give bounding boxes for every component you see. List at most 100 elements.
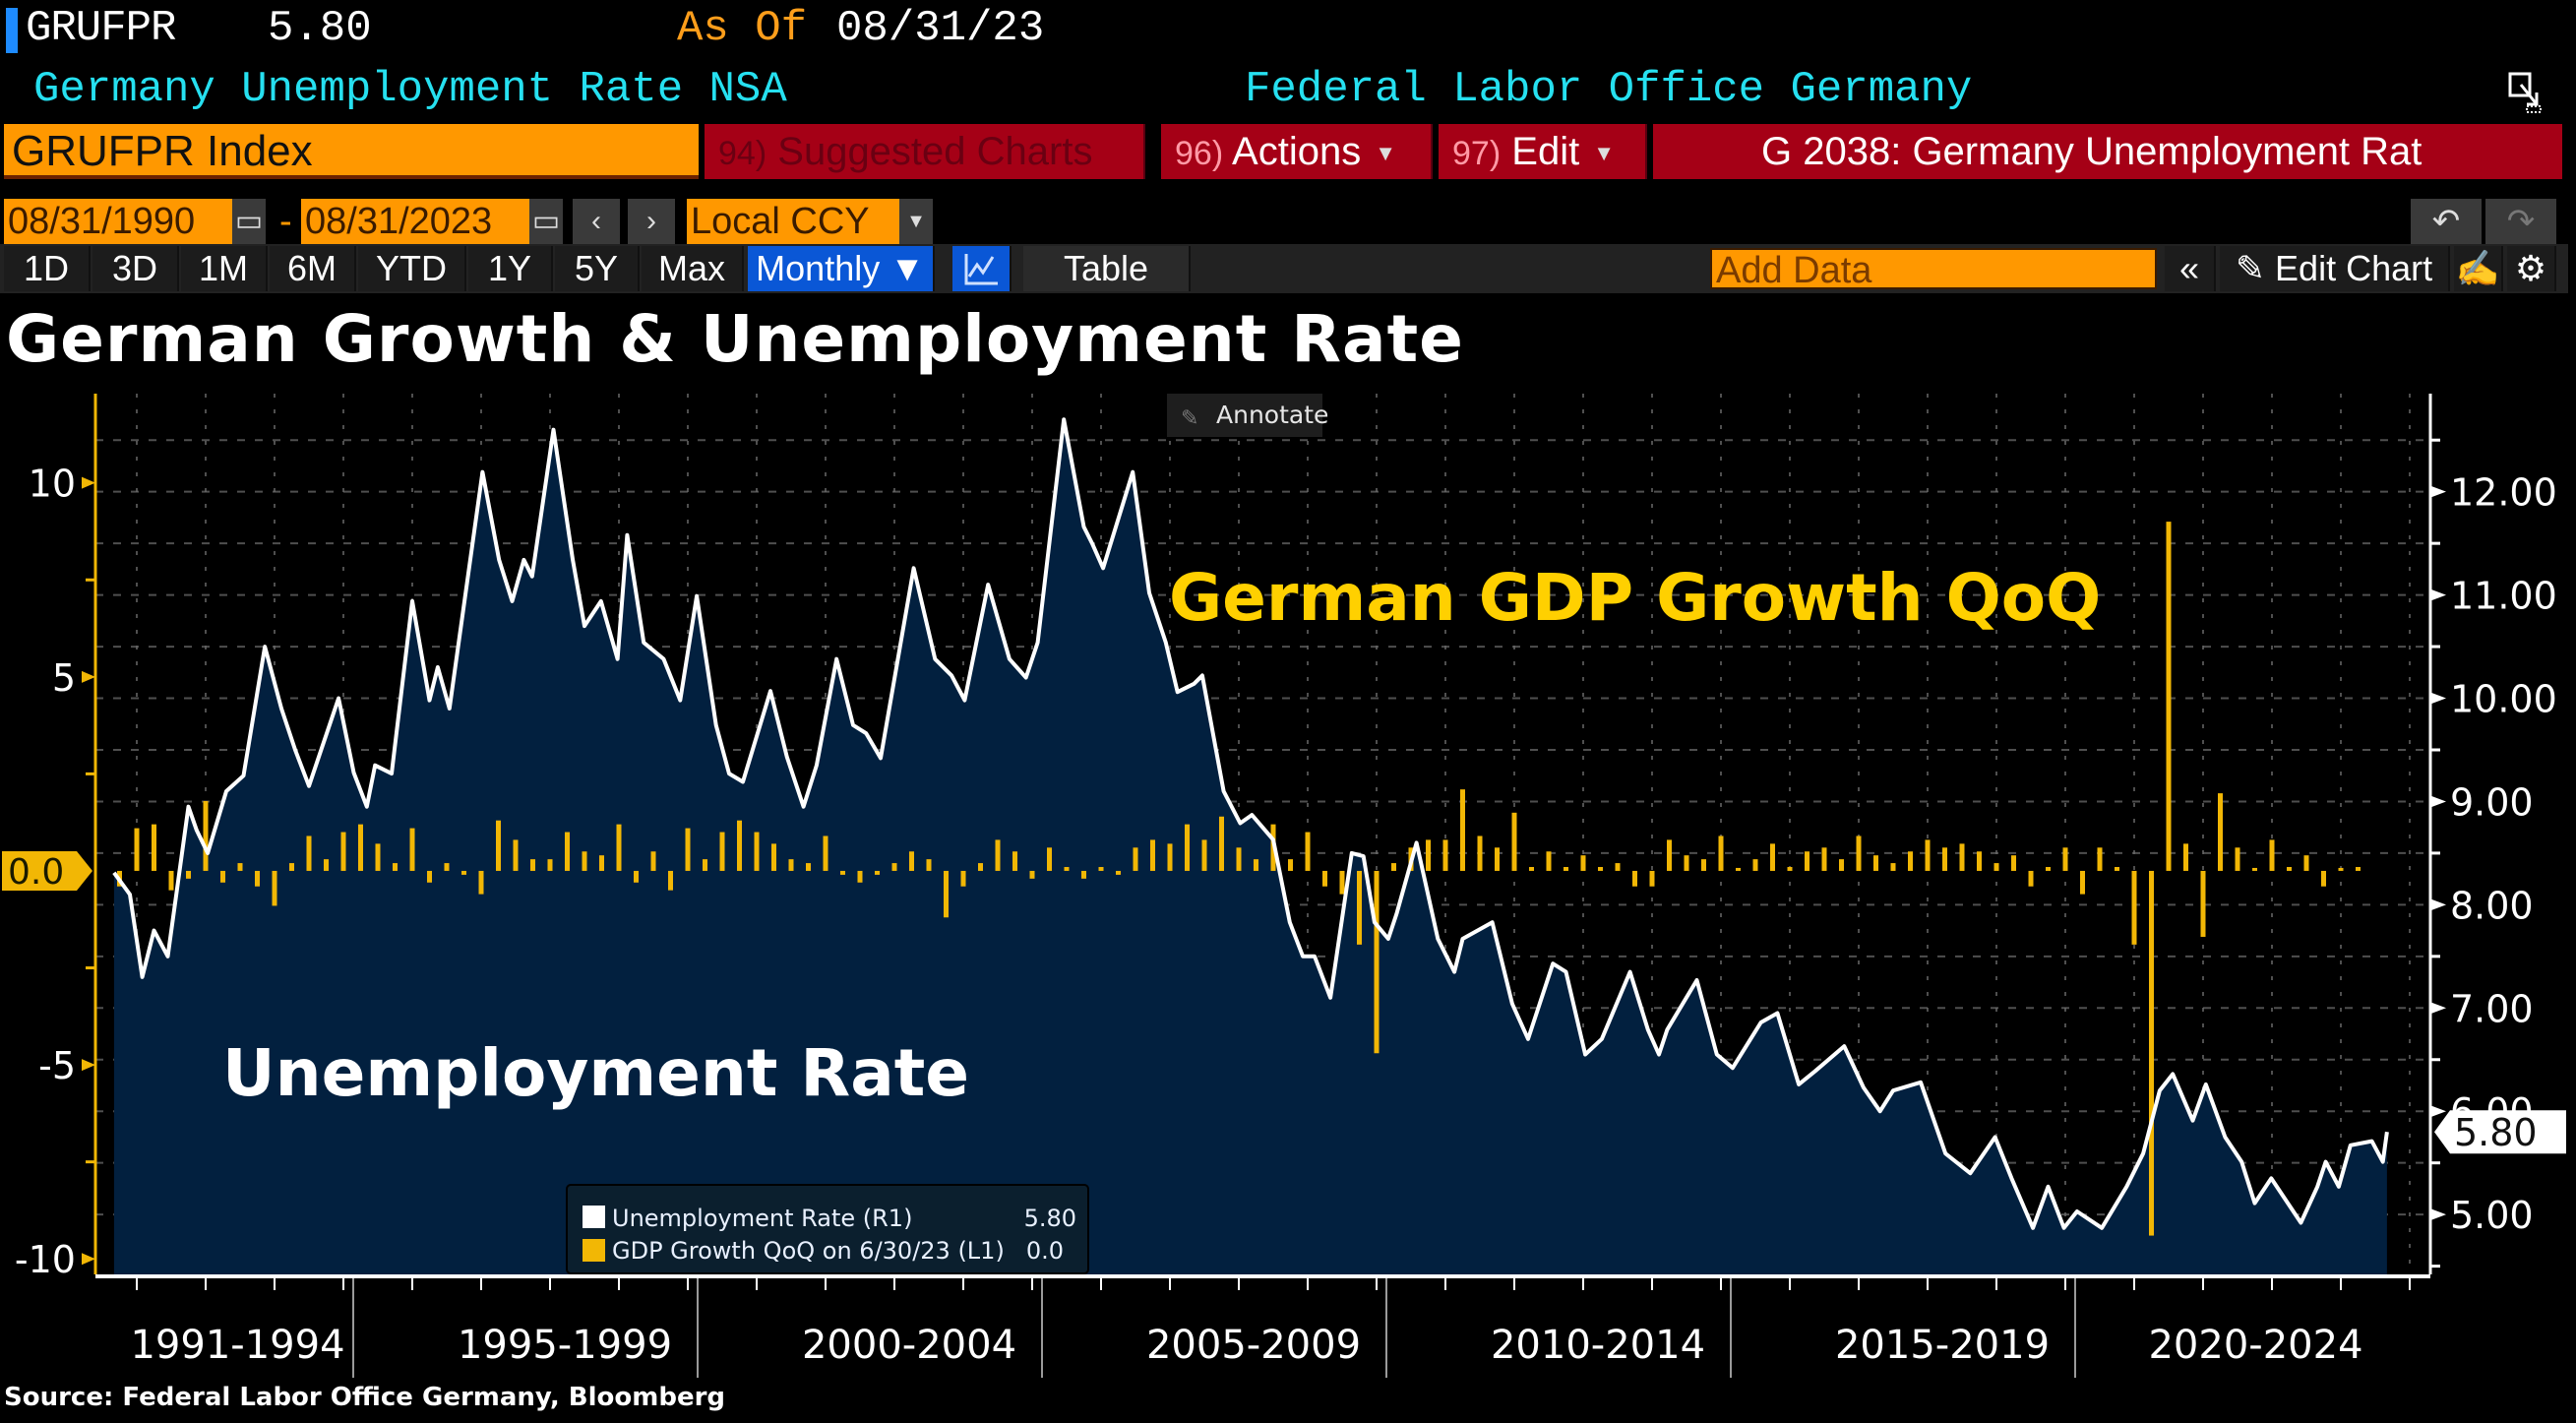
gdp-bar (272, 870, 277, 906)
gdp-bar (1598, 867, 1603, 871)
range-1m[interactable]: 1M (181, 246, 268, 291)
gdp-bar (375, 843, 381, 871)
currency-select[interactable]: Local CCY (687, 199, 899, 244)
actions-number: 96) (1175, 135, 1224, 172)
gdp-bar (1322, 870, 1327, 887)
chart-area[interactable]: 105-5-100.012.0011.0010.009.008.007.006.… (0, 384, 2576, 1378)
start-date-field[interactable]: 08/31/1990 (4, 199, 232, 244)
gdp-bar (393, 863, 398, 871)
gdp-bar (409, 828, 415, 871)
calendar-icon[interactable]: ▭ (529, 199, 563, 244)
left-tick-label: -5 (38, 1044, 76, 1087)
gdp-bar (2115, 867, 2119, 871)
left-current-value-tag (2, 850, 92, 891)
edit-label: Edit (1511, 130, 1580, 173)
gdp-bar (960, 870, 966, 887)
suggested-charts-button[interactable]: 94) Suggested Charts (705, 124, 1145, 179)
gdp-bar (444, 863, 450, 871)
gdp-bar (1684, 855, 1689, 871)
gdp-bar (1787, 867, 1793, 871)
gdp-bar (2097, 847, 2103, 871)
gdp-bar (237, 863, 243, 871)
gdp-bar (909, 851, 914, 871)
gdp-bar (530, 859, 535, 871)
actions-menu-button[interactable]: 96) Actions ▼ (1161, 124, 1433, 179)
edit-chart-button[interactable]: ✎ Edit Chart (2220, 246, 2450, 291)
edit-menu-button[interactable]: 97) Edit ▼ (1439, 124, 1647, 179)
gear-icon[interactable]: ⚙ (2507, 246, 2556, 291)
range-6m[interactable]: 6M (270, 246, 356, 291)
right-tick-marker (2430, 1208, 2446, 1221)
right-tick-marker (2430, 1002, 2446, 1015)
range-5y[interactable]: 5Y (555, 246, 640, 291)
add-data-input[interactable]: Add Data (1710, 248, 2157, 291)
collapse-icon[interactable]: « (2165, 246, 2216, 291)
previous-period-button[interactable]: ‹ (573, 199, 620, 244)
calendar-icon[interactable]: ▭ (232, 199, 266, 244)
gdp-bar (1150, 839, 1155, 871)
range-ytd[interactable]: YTD (358, 246, 466, 291)
security-input[interactable]: GRUFPR Index (4, 124, 699, 179)
right-tick-label: 10.00 (2450, 678, 2557, 721)
table-button[interactable]: Table (1023, 246, 1191, 291)
gdp-bar (1460, 789, 1465, 871)
gdp-bar (1012, 851, 1017, 871)
range-1d[interactable]: 1D (4, 246, 91, 291)
gdp-bar (2200, 870, 2206, 937)
annotate-pencil-icon: ✎ (1181, 406, 1198, 431)
gdp-bar (1632, 870, 1637, 887)
gdp-bar (1201, 839, 1207, 871)
gdp-bar (1477, 835, 1483, 871)
gdp-bar (1529, 867, 1534, 871)
annotate-label: Annotate (1216, 401, 1328, 429)
gdp-bar (2062, 847, 2068, 871)
popout-icon[interactable] (2507, 71, 2543, 114)
right-tick-marker (2430, 898, 2446, 911)
undo-icon[interactable]: ↶ (2411, 199, 2482, 244)
gdp-bar (754, 832, 760, 871)
gdp-bar (289, 863, 294, 871)
redo-icon[interactable]: ↷ (2485, 199, 2556, 244)
legend-swatch-unemployment (583, 1206, 605, 1228)
gdp-bar (1993, 863, 1999, 871)
edit-number: 97) (1452, 135, 1502, 172)
end-date-field[interactable]: 08/31/2023 (301, 199, 529, 244)
legend-swatch-gdp (583, 1239, 605, 1262)
gdp-bar (496, 820, 501, 871)
annotate-button[interactable]: ✎ Annotate (1167, 394, 1328, 437)
gdp-bar (1736, 867, 1741, 871)
legend-label-unemployment: Unemployment Rate (R1) (612, 1205, 912, 1232)
line-chart-icon[interactable] (952, 246, 1012, 291)
gdp-bar (1667, 839, 1672, 871)
gdp-bar (306, 835, 312, 871)
next-period-button[interactable]: › (628, 199, 675, 244)
gdp-bar (1426, 839, 1431, 871)
gdp-bar (1839, 859, 1844, 871)
gdp-annotation: German GDP Growth QoQ (1169, 560, 2101, 636)
x-tick-label: 2015-2019 (1835, 1323, 2050, 1368)
gdp-bar (944, 870, 949, 918)
frequency-dropdown[interactable]: Monthly ▼ (748, 246, 935, 291)
x-axis-labels: 1991-1994 1995-1999 2000-2004 2005-2009 2010… (130, 1278, 2363, 1378)
chevron-down-icon[interactable]: ▼ (899, 199, 933, 244)
gdp-bar (1305, 832, 1311, 871)
right-tick-marker (2430, 485, 2446, 498)
gdp-bar (168, 870, 174, 891)
right-tick-label: 7.00 (2450, 987, 2534, 1030)
gdp-bar (2252, 867, 2257, 871)
gdp-bar (634, 870, 639, 883)
gdp-bar (1873, 855, 1878, 871)
as-of-label: As Of (677, 4, 808, 53)
gdp-bar (1564, 867, 1568, 871)
range-3d[interactable]: 3D (92, 246, 179, 291)
gdp-bar (1908, 851, 1913, 871)
x-tick-label: 2000-2004 (802, 1323, 1016, 1368)
gdp-bar (152, 824, 156, 871)
gdp-bar (650, 851, 656, 871)
annotate-tool-icon[interactable]: ✍ (2454, 246, 2503, 291)
range-max[interactable]: Max (642, 246, 744, 291)
gdp-bar (926, 859, 932, 871)
gdp-bar (2287, 867, 2292, 871)
range-1y[interactable]: 1Y (468, 246, 553, 291)
as-of-date[interactable]: 08/31/23 (836, 4, 1045, 53)
